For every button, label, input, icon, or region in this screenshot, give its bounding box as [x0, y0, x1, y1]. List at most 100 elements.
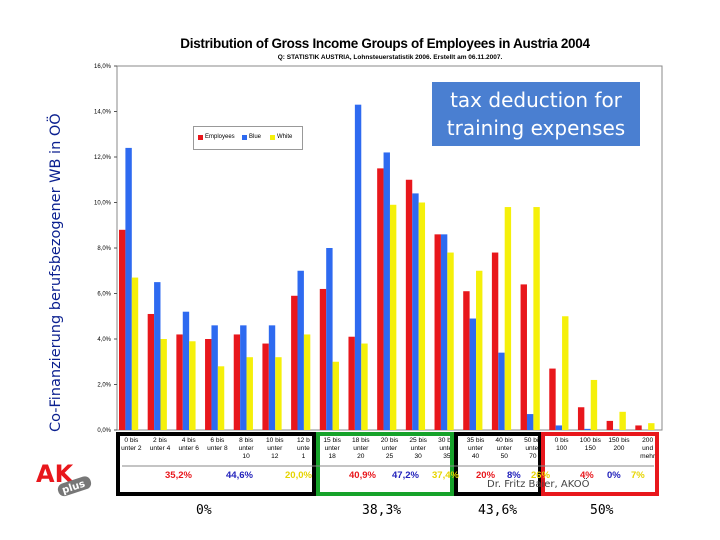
- x-tick-label: 50: [501, 453, 509, 460]
- callout-line-2: training expenses: [446, 116, 626, 140]
- x-tick-label: 0 bis: [124, 437, 139, 444]
- y-tick-label: 2,0%: [97, 383, 111, 389]
- x-tick-label: und: [642, 445, 653, 452]
- bar-white: [189, 341, 196, 430]
- y-tick-label: 14,0%: [94, 110, 112, 116]
- bar-employees: [205, 339, 212, 430]
- x-tick-label: 2 bis: [153, 437, 168, 444]
- bar-white: [246, 357, 253, 430]
- bar-white: [332, 361, 339, 430]
- x-tick-label: 40 bis: [495, 437, 513, 444]
- bar-blue: [326, 248, 333, 430]
- x-tick-label: unter 2: [121, 445, 142, 452]
- bar-employees: [405, 179, 413, 430]
- y-tick-label: 16,0%: [94, 64, 112, 70]
- x-tick-label: 200: [642, 437, 653, 444]
- x-tick-label: 50 bis: [524, 437, 542, 444]
- legend-label-white: White: [277, 134, 293, 140]
- x-tick-label: unter: [468, 445, 484, 452]
- legend-swatch-white: [270, 134, 275, 140]
- x-tick-label: 25: [386, 453, 394, 460]
- group-box-red: [541, 432, 659, 496]
- bar-blue: [584, 428, 591, 430]
- bar-blue: [268, 325, 276, 430]
- bar-employees: [233, 334, 241, 430]
- y-tick-label: 12,0%: [94, 155, 112, 161]
- author-credit: Dr. Fritz Baier, AKOÖ: [487, 479, 590, 490]
- group-share-label: 47,2%: [392, 470, 419, 481]
- x-tick-label: unter: [267, 445, 283, 452]
- tax-deduction-callout: tax deduction for training expenses: [432, 82, 640, 146]
- x-tick-label: 18: [328, 453, 336, 460]
- callout-line-1: tax deduction for: [450, 88, 622, 112]
- bar-white: [160, 339, 167, 430]
- bottom-pct-1: 0%: [196, 503, 212, 518]
- x-tick-label: 150: [585, 445, 596, 452]
- x-tick-label: mehr: [640, 453, 656, 460]
- bottom-pct-2: 38,3%: [362, 503, 402, 518]
- bar-blue: [125, 147, 132, 430]
- group-share-label: 37,4%: [432, 470, 459, 481]
- bar-white: [275, 357, 282, 430]
- x-tick-label: 35 bis: [467, 437, 485, 444]
- bar-white: [131, 277, 139, 430]
- x-tick-label: 30: [415, 453, 423, 460]
- legend-blue: Blue: [242, 134, 261, 140]
- x-tick-label: 20 bis: [381, 437, 399, 444]
- bar-employees: [549, 368, 556, 430]
- chart-title: Distribution of Gross Income Groups of E…: [180, 36, 590, 51]
- bar-white: [648, 423, 655, 430]
- bar-blue: [498, 352, 505, 430]
- bar-employees: [635, 425, 642, 430]
- legend-swatch-blue: [242, 134, 247, 140]
- x-tick-label: 15 bis: [323, 437, 341, 444]
- bar-employees: [606, 420, 614, 430]
- bar-employees: [291, 295, 298, 430]
- group-share-label: 26%: [531, 470, 551, 481]
- group-share-label: 35,2%: [165, 470, 192, 481]
- y-tick-label: 0,0%: [97, 428, 111, 434]
- x-tick-label: 8 bis: [239, 437, 254, 444]
- group-share-label: 20%: [476, 470, 496, 481]
- x-tick-label: 20: [357, 453, 365, 460]
- bar-employees: [434, 234, 441, 430]
- x-tick-label: 1: [302, 453, 306, 460]
- bar-employees: [176, 334, 183, 430]
- bar-blue: [412, 193, 419, 430]
- bar-employees: [377, 168, 384, 430]
- x-tick-label: 35: [443, 453, 451, 460]
- bar-blue: [440, 234, 448, 430]
- bar-white: [533, 207, 540, 430]
- bar-white: [476, 270, 483, 430]
- x-tick-label: 100 bis: [580, 437, 602, 444]
- x-tick-label: 18 bis: [352, 437, 370, 444]
- group-share-label: 7%: [631, 470, 645, 481]
- x-tick-label: 25 bis: [409, 437, 427, 444]
- y-tick-label: 6,0%: [97, 292, 111, 298]
- x-tick-label: 30 bis: [438, 437, 456, 444]
- x-tick-label: 10 bis: [266, 437, 284, 444]
- x-tick-label: 6 bis: [210, 437, 225, 444]
- x-tick-label: unter 8: [207, 445, 228, 452]
- bar-employees: [319, 288, 327, 430]
- group-box-green: [316, 432, 454, 496]
- bar-blue: [211, 325, 218, 430]
- legend-label-blue: Blue: [249, 134, 262, 140]
- bar-white: [590, 379, 598, 430]
- legend: Employees Blue White: [193, 126, 303, 150]
- bar-white: [217, 366, 225, 430]
- bar-white: [447, 252, 454, 430]
- bar-white: [303, 334, 311, 430]
- x-tick-label: unter: [382, 445, 398, 452]
- bar-white: [389, 204, 397, 430]
- x-tick-label: 200: [613, 445, 624, 452]
- x-tick-label: 40: [472, 453, 480, 460]
- legend-white: White: [270, 134, 292, 140]
- x-tick-label: 150 bis: [608, 437, 630, 444]
- x-tick-label: unter: [239, 445, 255, 452]
- bar-employees: [262, 343, 269, 430]
- bar-blue: [383, 152, 390, 430]
- y-tick-label: 10,0%: [94, 201, 112, 207]
- x-tick-label: unter 4: [150, 445, 171, 452]
- legend-swatch-employees: [198, 134, 203, 140]
